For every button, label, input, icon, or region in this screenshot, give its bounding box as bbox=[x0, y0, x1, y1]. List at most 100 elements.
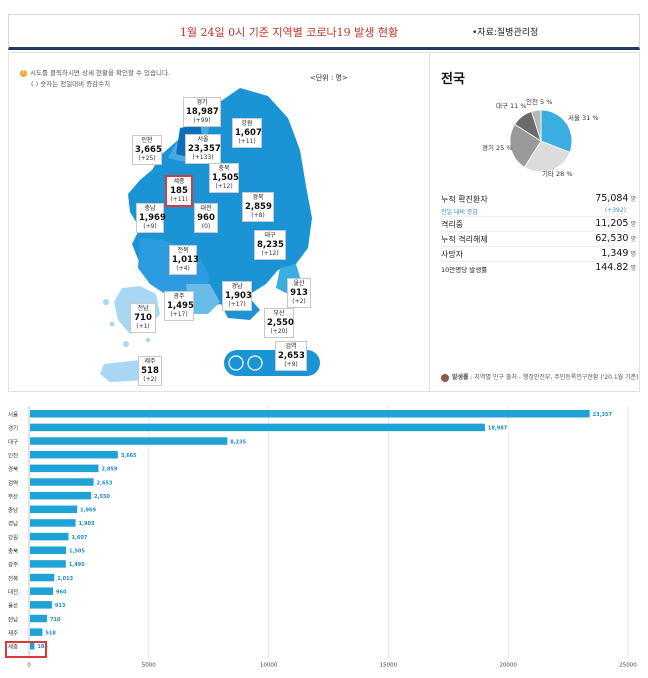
footnote: 발생률 : 지역별 인구 출처 - 행정안전부, 주민등록인구현황 ('20.1… bbox=[441, 372, 638, 382]
category-label: 대구 bbox=[8, 438, 18, 446]
bar-제주[interactable] bbox=[30, 628, 43, 636]
value-label: 913 bbox=[55, 603, 66, 609]
category-label: 강원 bbox=[8, 533, 18, 541]
region-부산[interactable]: 부산 2,550 (+20) bbox=[264, 308, 294, 339]
value-label: 3,665 bbox=[121, 453, 137, 459]
bar-전북[interactable] bbox=[30, 573, 55, 582]
bar-충북[interactable] bbox=[30, 546, 67, 555]
region-서울[interactable]: 서울 23,357 (+133) bbox=[185, 134, 221, 165]
stat-label-confirmed: 누적 확진환자 bbox=[441, 195, 488, 204]
stat-value-rate: 144.82 명 bbox=[595, 262, 636, 273]
category-label: 경남 bbox=[8, 520, 18, 528]
value-label: 1,495 bbox=[69, 562, 85, 568]
bar-부산[interactable] bbox=[30, 491, 92, 500]
separator bbox=[441, 216, 626, 217]
pie-label-경기: 경기 25 % bbox=[482, 144, 513, 152]
category-label: 전남 bbox=[8, 615, 18, 623]
bar-광주[interactable] bbox=[30, 560, 66, 568]
value-label: 1,505 bbox=[69, 549, 85, 555]
region-경남[interactable]: 경남 1,903 (+17) bbox=[222, 281, 252, 312]
region-전북[interactable]: 전북 1,013 (+4) bbox=[169, 245, 199, 276]
pie-label-인천: 인천 5 % bbox=[526, 98, 553, 106]
bar-인천[interactable] bbox=[30, 450, 118, 459]
value-label: 1,903 bbox=[79, 521, 95, 527]
map-panel bbox=[8, 52, 640, 392]
stat-value-released: 62,530 명 bbox=[595, 233, 636, 244]
region-제주[interactable]: 제주 518 (+2) bbox=[138, 356, 162, 387]
value-label: 2,653 bbox=[97, 480, 113, 486]
bar-경기[interactable] bbox=[30, 423, 485, 432]
pie-slice-4 bbox=[530, 109, 542, 142]
x-tick-label: 25000 bbox=[619, 663, 637, 669]
category-label: 전북 bbox=[8, 574, 18, 582]
stat-label-rate: 10만명당 발생률 bbox=[441, 266, 488, 274]
region-인천[interactable]: 인천 3,665 (+25) bbox=[132, 135, 162, 166]
pie-slice-0 bbox=[540, 109, 573, 153]
value-label: 23,357 bbox=[593, 412, 613, 418]
region-대구[interactable]: 대구 8,235 (+12) bbox=[254, 230, 286, 261]
pie-label-기타: 기타 28 % bbox=[542, 170, 573, 178]
category-label: 광주 bbox=[8, 562, 18, 569]
region-경기[interactable]: 경기 18,987 (+99) bbox=[183, 97, 221, 128]
bar-강원[interactable] bbox=[30, 532, 69, 541]
pie-slice-2 bbox=[509, 123, 542, 168]
region-광주[interactable]: 광주 1,495 (+17) bbox=[164, 291, 194, 322]
separator bbox=[441, 261, 626, 262]
region-경북[interactable]: 경북 2,859 (+8) bbox=[242, 192, 274, 223]
region-검역[interactable]: 검역 2,653 (+9) bbox=[275, 341, 307, 372]
info-icon: ! bbox=[20, 69, 27, 77]
region-충북[interactable]: 충북 1,505 (+12) bbox=[209, 163, 239, 194]
region-강원[interactable]: 강원 1,607 (+11) bbox=[232, 118, 262, 149]
value-label: 8,235 bbox=[230, 439, 246, 445]
stat-value-confirmed: 75,084 명 bbox=[595, 193, 636, 204]
region-대전[interactable]: 대전 960 (0) bbox=[194, 203, 218, 234]
category-label: 서울 bbox=[8, 411, 18, 419]
stat-change-value: (+392) bbox=[604, 207, 626, 214]
category-label: 충남 bbox=[8, 506, 18, 514]
x-tick-label: 20000 bbox=[499, 663, 517, 669]
region-세종[interactable]: 세종 185 (+11) bbox=[165, 175, 193, 208]
header-banner: 1월 24일 0시 기준 지역별 코로나19 발생 현황 •자료:질병관리청 bbox=[8, 14, 640, 50]
value-label: 1,013 bbox=[57, 576, 73, 582]
value-label: 960 bbox=[56, 589, 67, 595]
pie-chart bbox=[509, 109, 573, 173]
bar-대전[interactable] bbox=[30, 587, 54, 595]
category-label: 제주 bbox=[8, 629, 18, 637]
stat-value-deaths: 1,349 명 bbox=[601, 248, 636, 259]
pie-label-대구: 대구 11 % bbox=[496, 102, 527, 110]
stat-value-isolated: 11,205 명 bbox=[595, 218, 636, 229]
category-label: 울산 bbox=[8, 602, 18, 610]
pie-slice-1 bbox=[523, 140, 571, 173]
category-label: 세종 bbox=[8, 643, 18, 651]
national-title: 전국 bbox=[441, 72, 465, 87]
value-label: 1,969 bbox=[80, 508, 96, 514]
bar-경남[interactable] bbox=[30, 519, 76, 527]
value-label: 185 bbox=[37, 644, 48, 650]
info-icon bbox=[441, 373, 449, 382]
category-label: 부산 bbox=[8, 492, 18, 500]
category-label: 대전 bbox=[8, 588, 18, 596]
bar-chart: 0 5000 10000 15000 20000 25000 서울 23,357 경기 18,98… bbox=[8, 406, 637, 669]
source-label: •자료:질병관리청 bbox=[472, 28, 539, 38]
stat-label-deaths: 사망자 bbox=[441, 250, 464, 259]
value-label: 518 bbox=[45, 630, 56, 636]
bar-세종[interactable] bbox=[30, 642, 35, 650]
value-label: 710 bbox=[50, 617, 61, 623]
bar-대구[interactable] bbox=[30, 437, 228, 445]
bar-울산[interactable] bbox=[30, 601, 52, 609]
highlight-box bbox=[5, 641, 47, 658]
stat-label-released: 누적 격리해제 bbox=[441, 235, 488, 244]
region-전남[interactable]: 전남 710 (+1) bbox=[130, 303, 156, 334]
region-울산[interactable]: 울산 913 (+2) bbox=[287, 278, 311, 309]
bar-검역[interactable] bbox=[30, 478, 94, 486]
value-label: 18,987 bbox=[488, 426, 508, 432]
separator bbox=[441, 246, 626, 247]
region-충남[interactable]: 충남 1,969 (+9) bbox=[136, 203, 166, 234]
bar-경북[interactable] bbox=[30, 464, 99, 473]
bar-충남[interactable] bbox=[30, 505, 78, 514]
value-label: 2,859 bbox=[102, 467, 118, 473]
bar-전남[interactable] bbox=[30, 614, 48, 623]
category-label: 경기 bbox=[8, 424, 18, 432]
x-tick-label: 0 bbox=[27, 663, 31, 669]
bar-서울[interactable] bbox=[30, 410, 590, 418]
